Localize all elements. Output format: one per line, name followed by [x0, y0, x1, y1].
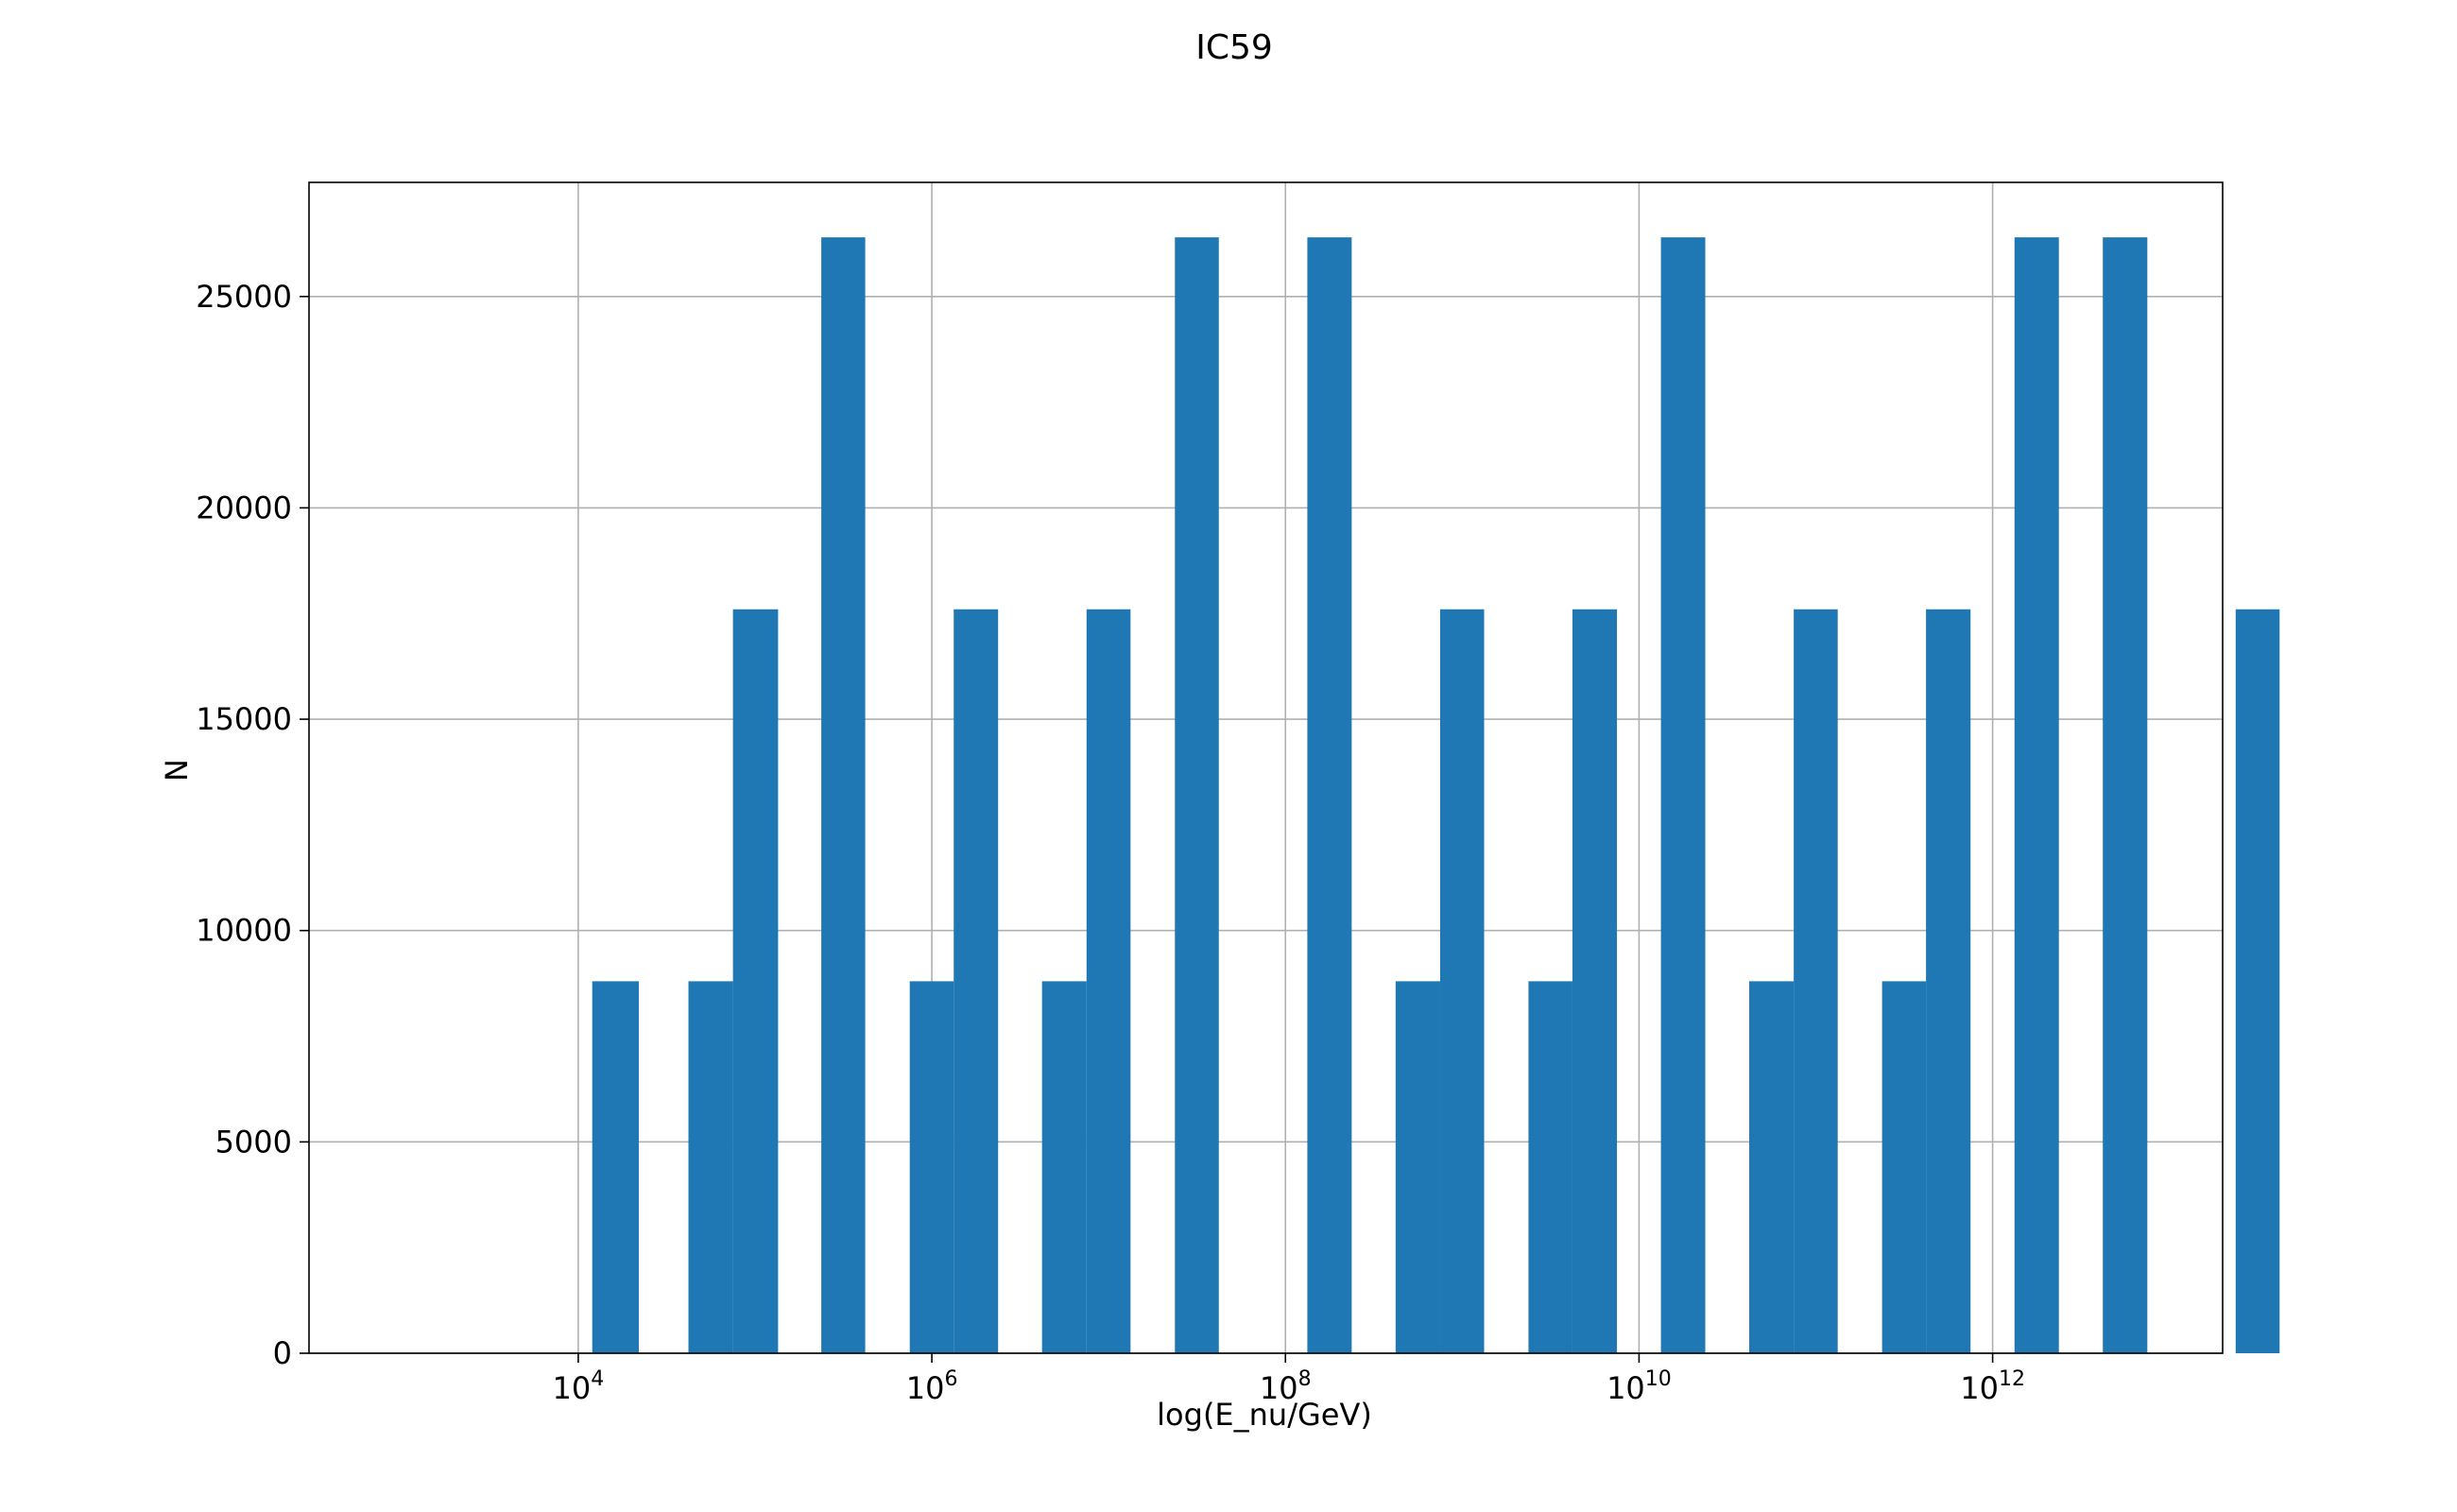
y-tick-label: 5000: [215, 1124, 292, 1160]
y-tick-label: 20000: [196, 490, 292, 525]
histogram-bar: [1660, 237, 1706, 1354]
histogram-bar: [1041, 981, 1087, 1353]
histogram-bar: [909, 981, 954, 1353]
x-tick-label: 1012: [1960, 1367, 2025, 1406]
x-axis-label: log(E_nu/GeV): [1157, 1397, 1372, 1433]
histogram-bar: [821, 237, 866, 1354]
y-axis-ticks: 0 5000 10000 15000 20000 25000: [196, 279, 309, 1371]
histogram-bar: [1307, 237, 1352, 1354]
histogram-bar: [2235, 609, 2280, 1353]
y-tick-label: 10000: [196, 913, 292, 949]
histogram-bar: [1572, 609, 1618, 1353]
histogram-bar: [2103, 237, 2148, 1354]
x-tick-label: 1010: [1606, 1367, 1672, 1406]
chart-title: IC59: [1195, 28, 1273, 67]
histogram-bar: [1439, 609, 1485, 1353]
y-tick-label: 15000: [196, 701, 292, 737]
histogram-bar: [954, 609, 999, 1353]
histogram-bar: [1881, 981, 1927, 1353]
bars: [592, 237, 2280, 1354]
y-tick-label: 25000: [196, 279, 292, 315]
histogram-bar: [688, 981, 733, 1353]
histogram-bar: [1528, 981, 1572, 1353]
x-tick-label: 108: [1260, 1367, 1312, 1406]
histogram-bar: [1926, 609, 1971, 1353]
histogram-bar: [1749, 981, 1795, 1353]
x-tick-label: 104: [553, 1367, 605, 1406]
histogram-bar: [1086, 609, 1131, 1353]
x-tick-label: 106: [906, 1367, 958, 1406]
histogram-bar: [592, 981, 639, 1353]
plot-frame: [308, 181, 2224, 1354]
histogram-bar: [1175, 237, 1219, 1354]
histogram-bar: [1395, 981, 1440, 1353]
y-tick-label: 0: [273, 1335, 292, 1371]
y-axis-label: N: [159, 759, 195, 782]
histogram-bar: [1794, 609, 1838, 1353]
histogram-bar: [2014, 237, 2059, 1354]
histogram-bar: [732, 609, 779, 1353]
x-axis-ticks: 104 106 108 1010 1012: [553, 1353, 2025, 1406]
